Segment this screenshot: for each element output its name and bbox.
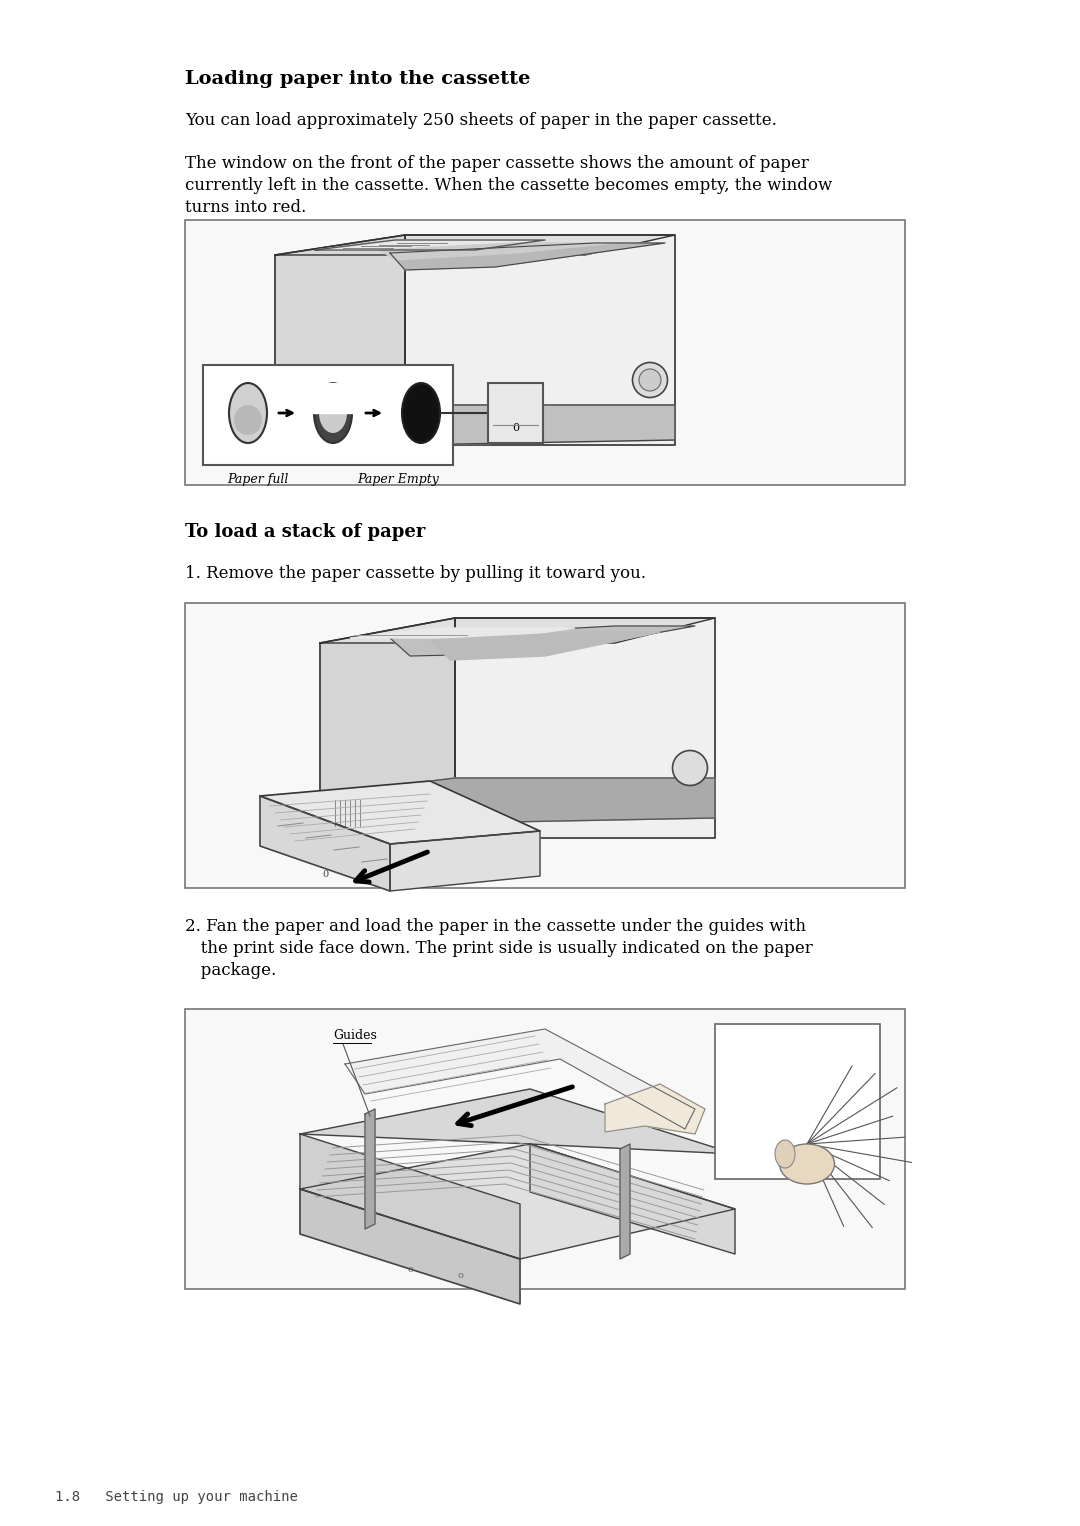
- Polygon shape: [300, 1189, 519, 1305]
- Polygon shape: [300, 1144, 735, 1259]
- Polygon shape: [320, 618, 455, 856]
- Polygon shape: [345, 1029, 696, 1129]
- Ellipse shape: [229, 383, 267, 443]
- Text: the print side face down. The print side is usually indicated on the paper: the print side face down. The print side…: [185, 940, 813, 957]
- Polygon shape: [455, 618, 715, 838]
- Bar: [488, 383, 543, 443]
- Text: 0: 0: [322, 870, 328, 879]
- Text: Loading paper into the cassette: Loading paper into the cassette: [185, 70, 530, 89]
- Ellipse shape: [633, 363, 667, 397]
- Polygon shape: [335, 778, 715, 833]
- Text: o: o: [407, 1265, 413, 1274]
- Ellipse shape: [673, 751, 707, 786]
- Polygon shape: [405, 235, 675, 446]
- Polygon shape: [365, 1109, 375, 1228]
- Text: You can load approximately 250 sheets of paper in the paper cassette.: You can load approximately 250 sheets of…: [185, 111, 777, 130]
- Bar: [185, 603, 905, 888]
- Text: 1. Remove the paper cassette by pulling it toward you.: 1. Remove the paper cassette by pulling …: [185, 565, 646, 581]
- Polygon shape: [275, 235, 675, 255]
- Polygon shape: [260, 781, 540, 844]
- Text: Paper Empty: Paper Empty: [357, 473, 438, 485]
- Polygon shape: [390, 243, 665, 270]
- Text: 0: 0: [512, 423, 519, 433]
- Polygon shape: [380, 243, 615, 259]
- Ellipse shape: [402, 383, 440, 443]
- Bar: [185, 220, 905, 485]
- Polygon shape: [620, 1144, 630, 1259]
- Text: 2. Fan the paper and load the paper in the cassette under the guides with: 2. Fan the paper and load the paper in t…: [185, 919, 806, 935]
- Polygon shape: [390, 832, 540, 891]
- Text: Guides: Guides: [333, 1029, 377, 1042]
- Polygon shape: [300, 1090, 735, 1154]
- Text: o: o: [457, 1271, 463, 1280]
- Ellipse shape: [775, 1140, 795, 1167]
- Polygon shape: [530, 1144, 735, 1254]
- Text: package.: package.: [185, 961, 276, 980]
- Bar: [185, 1009, 905, 1289]
- Ellipse shape: [234, 404, 262, 435]
- Polygon shape: [390, 626, 696, 656]
- Polygon shape: [260, 797, 390, 891]
- Polygon shape: [350, 629, 575, 638]
- Polygon shape: [285, 404, 405, 455]
- Polygon shape: [275, 235, 405, 455]
- Ellipse shape: [314, 383, 352, 443]
- Polygon shape: [320, 618, 715, 642]
- Bar: [715, 1024, 880, 1180]
- Polygon shape: [300, 1134, 519, 1259]
- Polygon shape: [605, 1083, 705, 1134]
- Text: Paper full: Paper full: [227, 473, 288, 485]
- Text: To load a stack of paper: To load a stack of paper: [185, 523, 426, 542]
- Ellipse shape: [639, 369, 661, 391]
- Text: currently left in the cassette. When the cassette becomes empty, the window: currently left in the cassette. When the…: [185, 177, 833, 194]
- Bar: [303, 383, 363, 414]
- Polygon shape: [315, 240, 545, 250]
- Polygon shape: [430, 632, 660, 661]
- Polygon shape: [285, 404, 675, 455]
- Bar: [203, 365, 453, 465]
- Text: The window on the front of the paper cassette shows the amount of paper: The window on the front of the paper cas…: [185, 156, 809, 172]
- Ellipse shape: [780, 1144, 835, 1184]
- Text: 1.8   Setting up your machine: 1.8 Setting up your machine: [55, 1489, 298, 1505]
- Ellipse shape: [319, 394, 347, 433]
- Text: turns into red.: turns into red.: [185, 198, 307, 217]
